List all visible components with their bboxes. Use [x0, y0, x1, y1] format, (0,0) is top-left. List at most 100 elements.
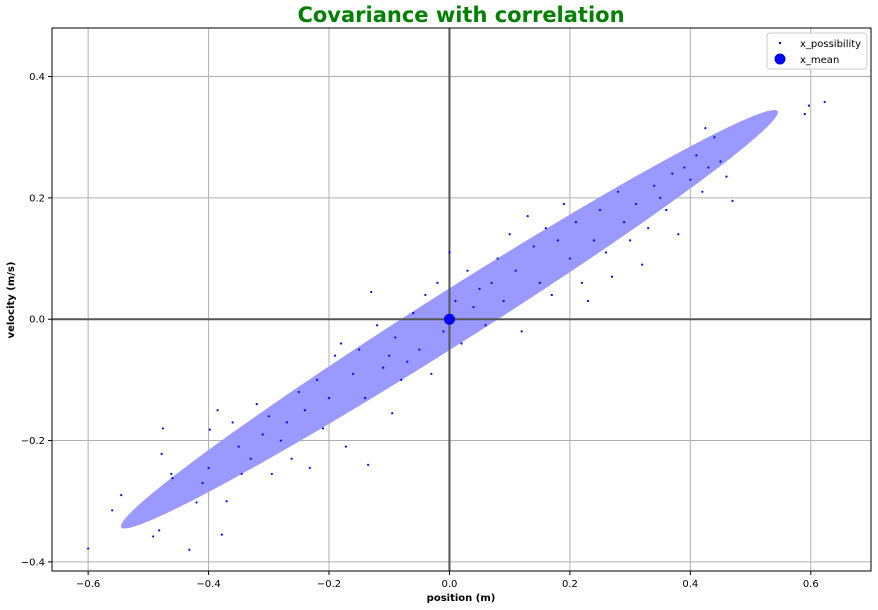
- point-x-possibility-45: [391, 412, 394, 415]
- point-x-possibility-20: [249, 457, 252, 460]
- y-axis-label: velocity (m/s): [6, 262, 17, 339]
- point-x-possibility-61: [484, 324, 487, 327]
- point-x-possibility-44: [388, 354, 391, 357]
- point-x-possibility-13: [208, 428, 211, 431]
- zero-lines: [52, 28, 871, 571]
- point-x-possibility-92: [671, 172, 674, 175]
- point-x-possibility-14: [216, 409, 219, 412]
- point-x-possibility-18: [237, 445, 240, 448]
- point-x-possibility-95: [689, 178, 692, 181]
- point-x-possibility-42: [376, 324, 379, 327]
- y-axis-ticks: −0.4 −0.2 0.0 0.2 0.4: [21, 72, 52, 568]
- point-x-possibility-74: [562, 202, 565, 206]
- mean-point-layer: [443, 313, 455, 325]
- point-x-possibility-33: [327, 396, 331, 400]
- point-x-possibility-54: [442, 330, 445, 333]
- point-x-possibility-27: [290, 457, 293, 460]
- point-x-possibility-11: [201, 481, 204, 485]
- point-x-possibility-83: [616, 190, 620, 193]
- point-x-possibility-85: [629, 239, 632, 242]
- point-x-possibility-29: [303, 409, 307, 412]
- point-x-possibility-46: [394, 336, 397, 339]
- point-x-possibility-7: [170, 472, 173, 476]
- point-x-possibility-79: [592, 239, 596, 242]
- point-x-possibility-2: [120, 494, 123, 497]
- y-tick-label-4: 0.4: [29, 72, 45, 83]
- y-tick-label-3: 0.2: [29, 193, 45, 204]
- x-axis-ticks: −0.6 −0.4 −0.2 0.0 0.2 0.4 0.6: [76, 571, 819, 590]
- point-x-possibility-19: [240, 472, 243, 476]
- point-x-possibility-55: [448, 251, 451, 254]
- point-x-possibility-106: [823, 100, 826, 104]
- point-x-possibility-41: [370, 290, 373, 294]
- point-x-possibility-15: [220, 533, 223, 536]
- point-x-possibility-91: [665, 208, 668, 212]
- point-x-mean: [443, 313, 455, 325]
- x-axis-label: position (m): [427, 593, 496, 604]
- point-x-possibility-58: [466, 269, 469, 272]
- x-tick-label-2: −0.2: [317, 579, 341, 590]
- point-x-possibility-71: [544, 227, 547, 230]
- point-x-possibility-105: [807, 104, 811, 107]
- point-x-possibility-62: [490, 281, 493, 284]
- point-x-possibility-98: [704, 127, 707, 130]
- point-x-possibility-0: [87, 547, 90, 550]
- point-x-possibility-16: [225, 500, 228, 503]
- legend: x_possibility x_mean: [766, 32, 868, 70]
- point-x-possibility-40: [367, 463, 370, 466]
- point-x-possibility-50: [418, 348, 421, 351]
- point-x-possibility-34: [333, 354, 337, 357]
- point-x-possibility-78: [586, 299, 590, 303]
- point-x-possibility-37: [352, 372, 355, 375]
- point-x-possibility-10: [195, 501, 198, 504]
- point-x-possibility-38: [358, 348, 361, 351]
- point-x-possibility-21: [255, 403, 258, 406]
- point-x-possibility-73: [556, 239, 559, 242]
- point-x-possibility-103: [731, 199, 734, 203]
- point-x-possibility-48: [406, 360, 409, 363]
- point-x-possibility-86: [635, 202, 638, 206]
- legend-label-x-possibility: x_possibility: [800, 39, 861, 50]
- point-x-possibility-67: [520, 330, 523, 333]
- point-x-possibility-84: [622, 221, 626, 224]
- point-x-possibility-8: [171, 477, 174, 480]
- point-x-possibility-94: [683, 166, 686, 169]
- point-x-possibility-101: [719, 160, 722, 163]
- point-x-possibility-43: [382, 366, 385, 369]
- legend-marker-x-possibility: [778, 41, 782, 45]
- point-x-possibility-75: [568, 257, 571, 260]
- point-x-possibility-59: [472, 305, 475, 309]
- plot-frame: [51, 27, 872, 572]
- point-x-possibility-93: [677, 233, 680, 236]
- point-x-possibility-53: [436, 281, 439, 284]
- point-x-possibility-66: [514, 269, 517, 272]
- point-x-possibility-65: [508, 233, 511, 236]
- point-x-possibility-64: [502, 299, 505, 303]
- point-x-possibility-31: [315, 378, 319, 381]
- legend-marker-x-mean: [774, 53, 786, 65]
- point-x-possibility-49: [412, 312, 415, 315]
- point-x-possibility-70: [538, 281, 541, 284]
- point-x-possibility-80: [598, 208, 602, 212]
- point-x-possibility-12: [207, 466, 210, 469]
- point-x-possibility-68: [526, 214, 529, 218]
- point-x-possibility-17: [231, 421, 234, 424]
- point-x-possibility-4: [158, 529, 161, 532]
- x-tick-label-3: 0.0: [442, 579, 458, 590]
- chart-title: Covariance with correlation: [297, 3, 624, 27]
- point-x-possibility-30: [308, 466, 311, 469]
- point-x-possibility-63: [496, 257, 499, 260]
- point-x-possibility-36: [344, 445, 347, 448]
- point-x-possibility-32: [321, 427, 325, 430]
- point-x-possibility-77: [580, 281, 584, 284]
- x-tick-label-0: −0.6: [76, 579, 100, 590]
- point-x-possibility-90: [659, 196, 662, 199]
- scatter-points: [87, 100, 826, 551]
- point-x-possibility-24: [270, 472, 273, 476]
- point-x-possibility-26: [285, 421, 288, 424]
- point-x-possibility-3: [152, 535, 155, 538]
- point-x-possibility-81: [604, 251, 608, 254]
- point-x-possibility-100: [713, 136, 716, 139]
- point-x-possibility-88: [647, 227, 650, 230]
- point-x-possibility-57: [460, 342, 463, 345]
